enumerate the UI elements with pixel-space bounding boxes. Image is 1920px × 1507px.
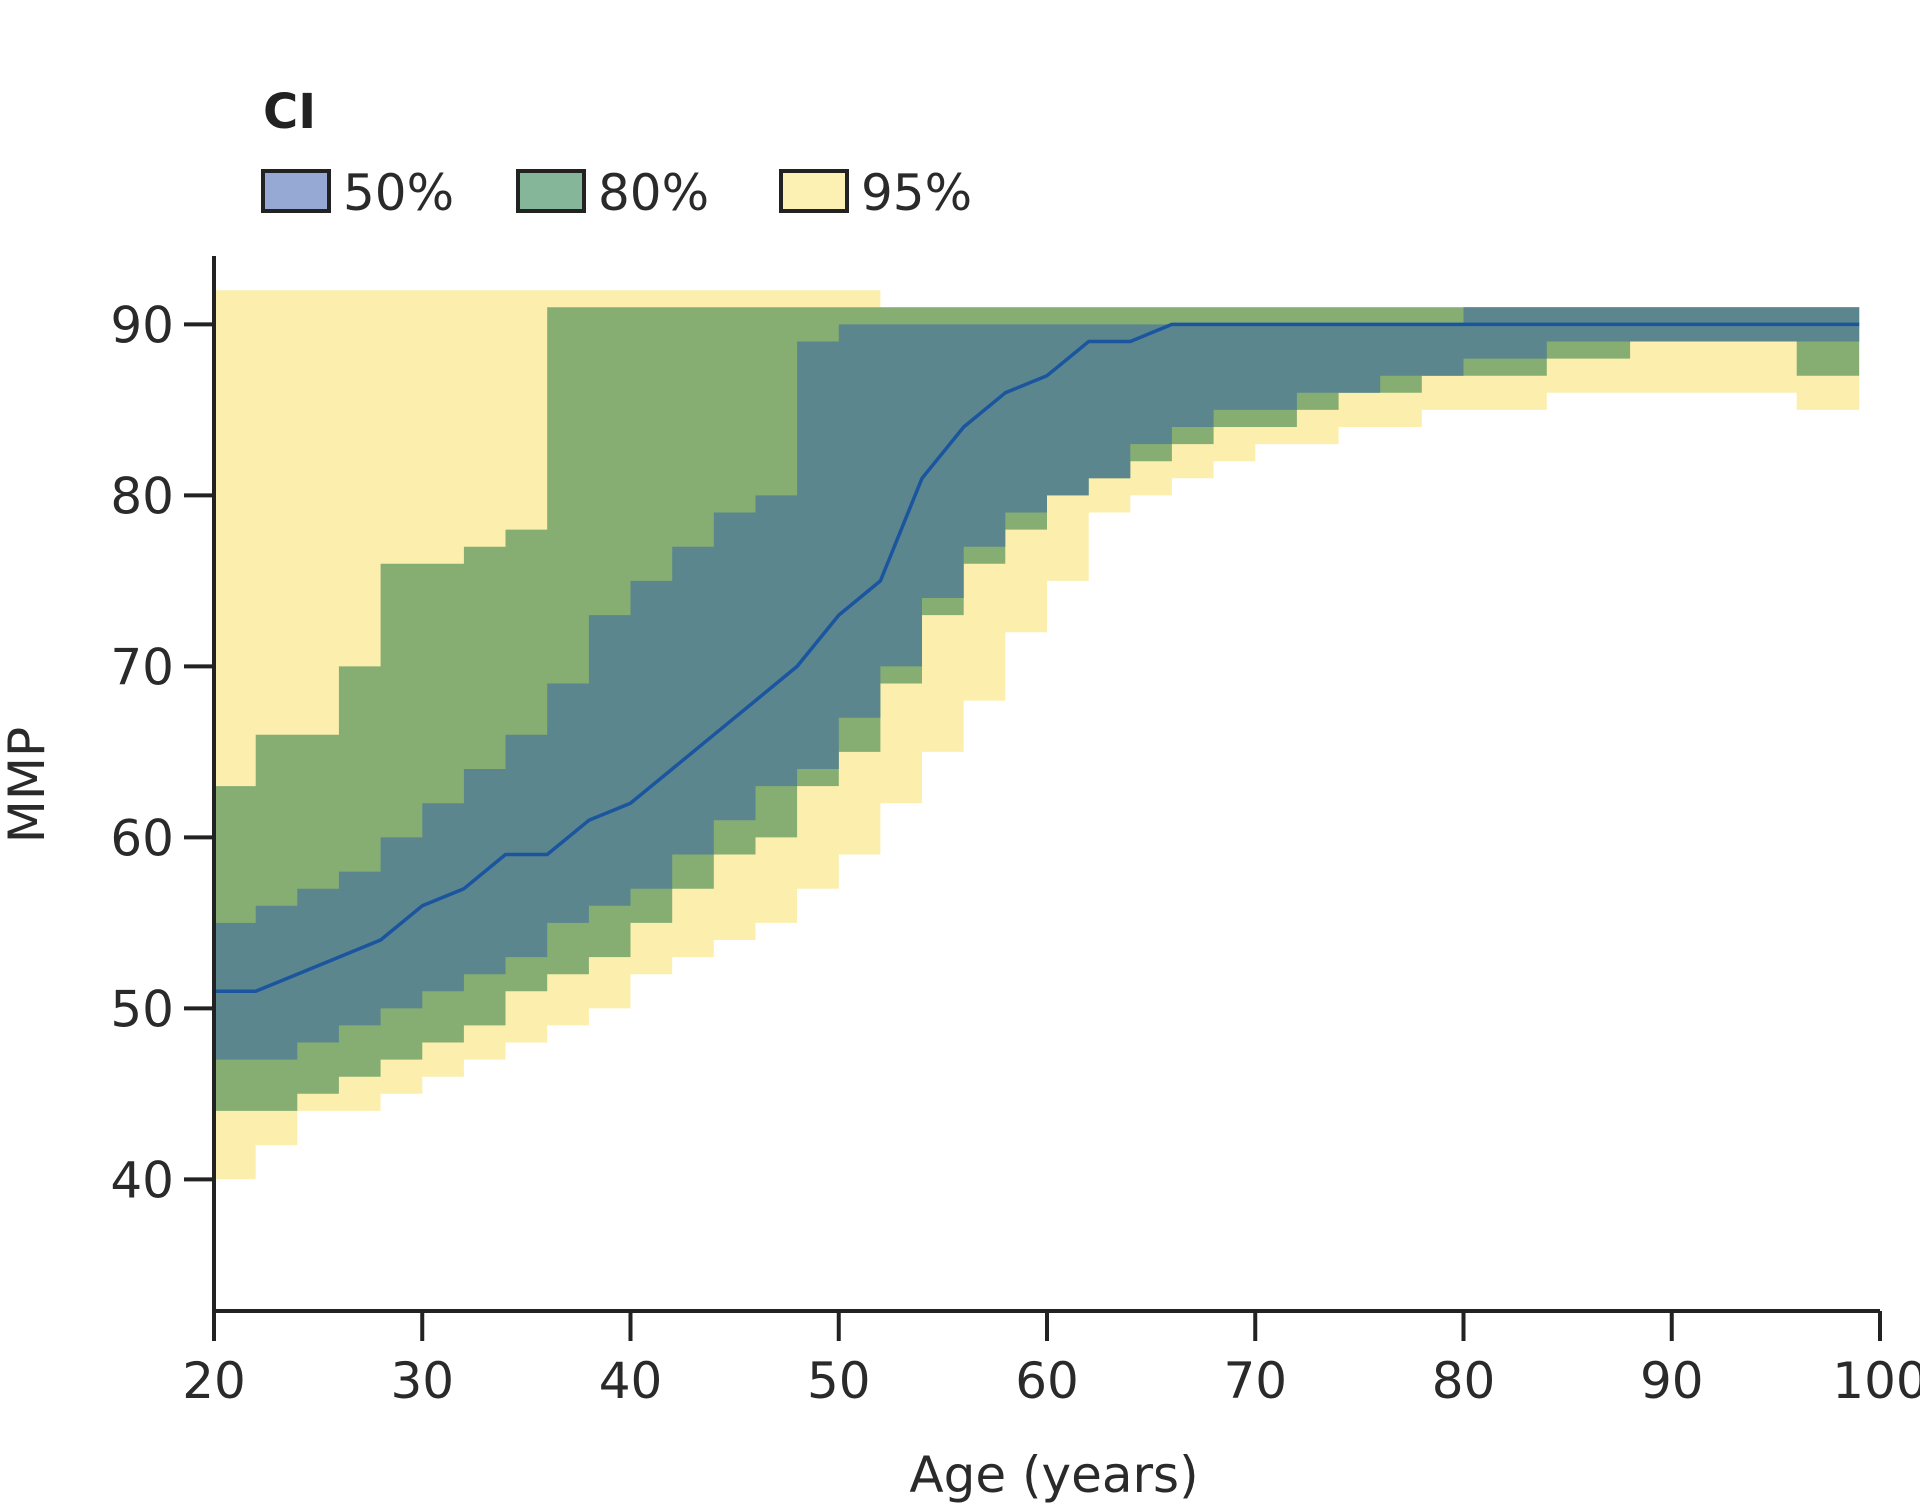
legend-swatch	[261, 169, 331, 213]
legend-title: CI	[263, 84, 316, 140]
legend: CI 50% 80% 95%	[261, 84, 972, 222]
y-axis-title: MMP	[0, 727, 56, 843]
x-axis-title: Age (years)	[909, 1446, 1198, 1504]
y-tick-label: 40	[110, 1151, 174, 1209]
x-axis-ticks: 20 30 40 50 60 70 80 90 100	[182, 1311, 1920, 1410]
x-tick-label: 40	[599, 1352, 663, 1410]
legend-swatch	[516, 169, 586, 213]
y-tick-label: 50	[110, 980, 174, 1038]
x-tick-label: 30	[390, 1352, 454, 1410]
ci-80-band	[214, 307, 1860, 1111]
median-line	[214, 322, 1860, 994]
legend-label: 95%	[861, 164, 972, 222]
y-tick-label: 90	[110, 296, 174, 354]
x-tick-label: 50	[807, 1352, 871, 1410]
x-tick-label: 80	[1432, 1352, 1496, 1410]
median-layer	[214, 322, 1860, 994]
y-tick-label: 70	[110, 638, 174, 696]
legend-swatch	[779, 169, 849, 213]
legend-label: 80%	[598, 164, 709, 222]
x-tick-label: 60	[1015, 1352, 1079, 1410]
x-tick-label: 100	[1832, 1352, 1920, 1410]
y-tick-label: 60	[110, 809, 174, 867]
legend-label: 50%	[343, 164, 454, 222]
y-axis-ticks: 40 50 60 70 80 90	[110, 296, 214, 1209]
ci-50-band	[214, 307, 1860, 1060]
legend-entries: 50% 80% 95%	[261, 164, 972, 222]
x-tick-label: 70	[1223, 1352, 1287, 1410]
confidence-bands	[214, 290, 1860, 1180]
x-tick-label: 90	[1640, 1352, 1704, 1410]
y-tick-label: 80	[110, 467, 174, 525]
x-tick-label: 20	[182, 1352, 246, 1410]
